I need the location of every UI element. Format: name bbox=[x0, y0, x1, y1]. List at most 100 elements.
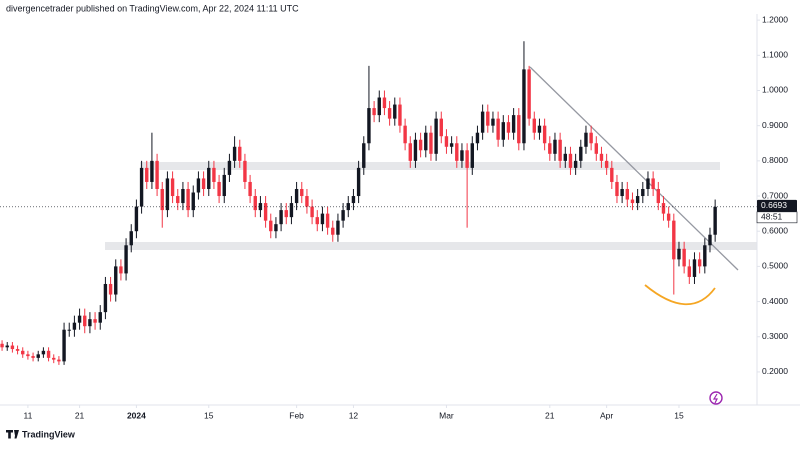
candle-body bbox=[517, 115, 521, 144]
x-tick-label: 15 bbox=[204, 410, 214, 420]
candle-body bbox=[232, 146, 237, 161]
candle-body bbox=[243, 160, 247, 182]
candle-body bbox=[418, 139, 423, 151]
candle-body bbox=[196, 178, 201, 193]
candle-body bbox=[325, 213, 330, 228]
candle-body bbox=[372, 108, 376, 116]
candle-body bbox=[558, 139, 562, 161]
y-tick-label: 0.2000 bbox=[762, 366, 788, 376]
candle-body bbox=[124, 245, 128, 274]
candle-body bbox=[491, 118, 495, 126]
candle-body bbox=[594, 143, 598, 154]
candle-body bbox=[687, 266, 692, 277]
candle-body bbox=[217, 181, 221, 197]
candle-body bbox=[46, 350, 51, 358]
candle-body bbox=[315, 217, 319, 225]
candle-body bbox=[186, 188, 190, 211]
candle-body bbox=[269, 220, 273, 232]
candle-body bbox=[413, 139, 418, 161]
x-tick-label: 21 bbox=[75, 410, 85, 420]
candle-body bbox=[470, 143, 474, 168]
candle-body bbox=[465, 150, 469, 168]
candle-body bbox=[393, 104, 397, 119]
y-tick-label: 0.5000 bbox=[762, 261, 788, 271]
candle-body bbox=[635, 196, 640, 204]
candle-body bbox=[258, 203, 263, 211]
event-icon[interactable] bbox=[709, 391, 723, 405]
rounded-bottom bbox=[644, 284, 716, 306]
candle-body bbox=[21, 350, 25, 355]
candle-body bbox=[253, 196, 257, 211]
candle-body bbox=[367, 108, 371, 144]
y-tick-label: 0.7000 bbox=[762, 190, 788, 200]
candle-body bbox=[305, 196, 309, 207]
candle-body bbox=[341, 210, 345, 221]
candle-body bbox=[103, 283, 108, 313]
candle-body bbox=[114, 266, 118, 295]
candle-body bbox=[289, 203, 294, 218]
candle-body bbox=[52, 357, 56, 360]
candle-body bbox=[511, 115, 516, 133]
x-tick-label: 15 bbox=[674, 410, 684, 420]
candle-body bbox=[77, 315, 82, 323]
candle-body bbox=[181, 188, 185, 204]
candle-body bbox=[67, 329, 71, 331]
y-tick-label: 1.0000 bbox=[762, 85, 788, 95]
candle-body bbox=[475, 132, 480, 144]
candle-body bbox=[119, 266, 123, 274]
candle-body bbox=[589, 132, 593, 144]
candle-body bbox=[501, 122, 505, 140]
candle-body bbox=[382, 97, 387, 109]
candle-body bbox=[573, 160, 578, 168]
x-tick-label: Mar bbox=[439, 410, 454, 420]
candle-body bbox=[238, 146, 242, 161]
brand-name: TradingView bbox=[22, 429, 76, 439]
countdown-label: 48:51 bbox=[761, 212, 783, 222]
candle-body bbox=[263, 203, 268, 221]
logo-mark bbox=[6, 430, 17, 439]
candle-body bbox=[41, 350, 46, 355]
candle-body bbox=[615, 181, 619, 197]
candle-body bbox=[31, 356, 35, 358]
candle-body bbox=[703, 245, 707, 267]
candle-body bbox=[0, 343, 4, 348]
candle-body bbox=[444, 136, 449, 147]
candle-body bbox=[274, 224, 278, 232]
candle-body bbox=[93, 319, 97, 323]
x-tick-label: 12 bbox=[349, 410, 359, 420]
candle-body bbox=[57, 359, 61, 362]
candle-body bbox=[630, 199, 635, 204]
candle-body bbox=[227, 160, 232, 175]
candle-body bbox=[604, 160, 609, 168]
y-tick-label: 0.8000 bbox=[762, 155, 788, 165]
candle-body bbox=[424, 132, 428, 151]
candle-body bbox=[145, 167, 149, 182]
candle-body bbox=[579, 146, 583, 161]
x-tick-label: 2024 bbox=[127, 410, 146, 420]
candle-body bbox=[449, 143, 454, 147]
candle-body bbox=[584, 132, 588, 147]
candle-body bbox=[434, 118, 438, 154]
candle-body bbox=[165, 178, 170, 211]
resistance-zone bbox=[140, 162, 720, 170]
candle-body bbox=[279, 210, 283, 225]
candle-body bbox=[222, 174, 226, 197]
y-tick-label: 1.1000 bbox=[762, 50, 788, 60]
candle-body bbox=[620, 188, 624, 197]
candle-body bbox=[26, 354, 30, 357]
candle-body bbox=[480, 111, 485, 133]
candle-body bbox=[207, 167, 211, 189]
candle-body bbox=[641, 188, 645, 197]
candle-body bbox=[72, 322, 77, 330]
candle-body bbox=[387, 108, 392, 119]
candle-body bbox=[610, 167, 614, 182]
candle-body bbox=[36, 354, 40, 358]
candle-body bbox=[191, 192, 195, 211]
candle-body bbox=[496, 118, 500, 140]
candle-body bbox=[5, 345, 9, 348]
candle-body bbox=[336, 220, 340, 235]
candle-body bbox=[682, 248, 686, 267]
